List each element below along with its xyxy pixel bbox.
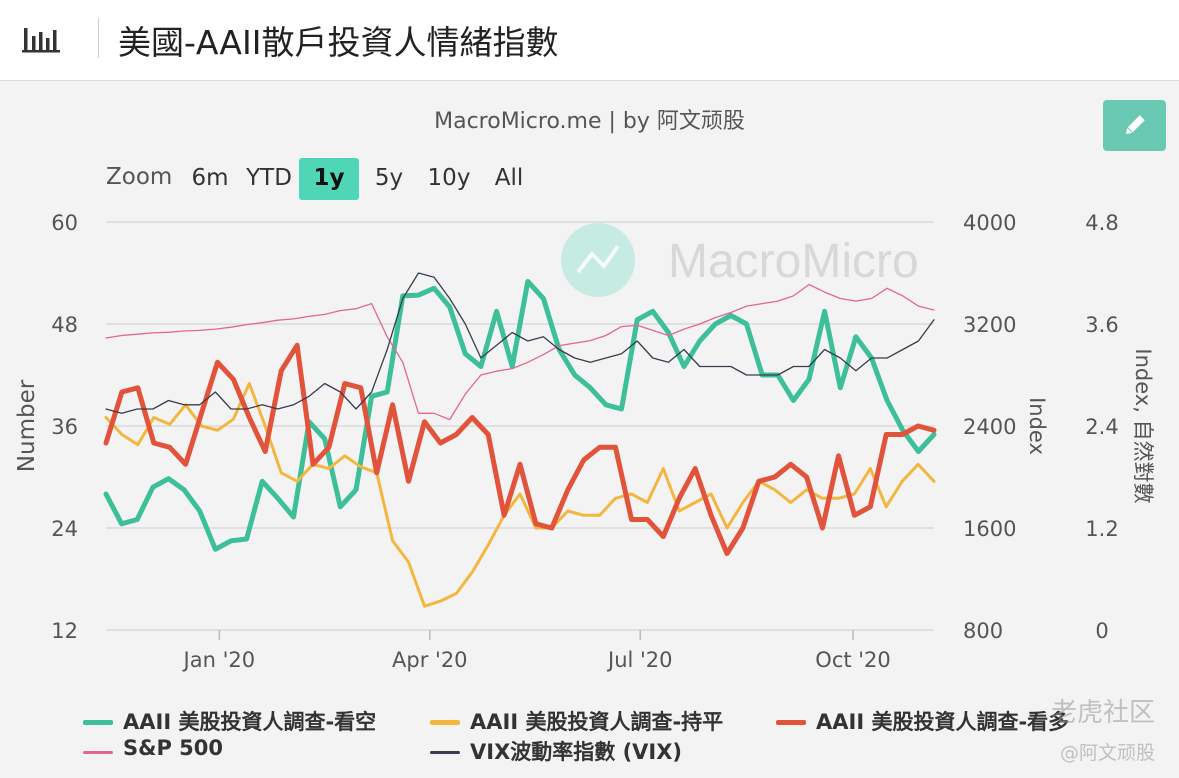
legend-swatch-sp500	[83, 751, 113, 754]
left-tick-label: 24	[51, 517, 78, 541]
page-title: 美國-AAII散戶投資人情緒指數	[118, 23, 559, 62]
x-tick-label: Apr '20	[392, 648, 468, 672]
watermark-text: MacroMicro	[668, 235, 919, 288]
zoom-all-button[interactable]: All	[494, 165, 524, 191]
right-log-tick-label: 3.6	[1085, 313, 1118, 337]
right-log-tick-label: 2.4	[1085, 415, 1118, 439]
right-tick-label: 800	[963, 619, 1003, 643]
series-line-3[interactable]	[105, 283, 935, 421]
watermark: MacroMicro	[561, 223, 919, 297]
legend-label: AAII 美股投資人調查-看多	[816, 710, 1070, 734]
series-lines	[103, 272, 937, 608]
legend-label: VIX波動率指數 (VIX)	[470, 740, 683, 764]
zoom-10y-button[interactable]: 10y	[427, 165, 471, 191]
left-tick-label: 48	[51, 313, 78, 337]
edit-button[interactable]	[1103, 100, 1166, 151]
axis-ticks: 60 4000 4.8 48 3200 3.6 36 2400 2.4 24 1600 1.2 12 80…	[51, 211, 1118, 672]
corner-watermark-handle: @阿文顽股	[1059, 742, 1155, 764]
pencil-icon	[1126, 115, 1145, 134]
legend-label: S&P 500	[123, 736, 223, 760]
right-tick-label: 1600	[963, 517, 1016, 541]
corner-watermark-title: 老虎社区	[1050, 698, 1155, 728]
zoom-1y-button[interactable]: 1y	[299, 158, 359, 200]
legend-swatch-vix	[430, 751, 460, 754]
right-tick-label: 3200	[963, 313, 1016, 337]
legend-swatch-neutral	[430, 720, 460, 725]
left-tick-label: 36	[51, 415, 78, 439]
legend-label: AAII 美股投資人調查-看空	[123, 710, 377, 734]
zoom-6m-button[interactable]: 6m	[191, 165, 229, 191]
left-tick-label: 60	[51, 211, 78, 235]
series-line-4[interactable]	[105, 272, 935, 414]
x-tick-label: Jan '20	[182, 648, 256, 672]
zoom-ytd-button[interactable]: YTD	[246, 165, 292, 191]
right-log-axis-label: Index, 自然對數	[1131, 348, 1155, 503]
chart-source: MacroMicro.me | by 阿文顽股	[434, 109, 745, 134]
x-tick-label: Jul '20	[606, 648, 673, 672]
right-tick-label: 4000	[963, 211, 1016, 235]
legend-swatch-bull	[776, 720, 806, 725]
header-bar: 美國-AAII散戶投資人情緒指數	[0, 0, 1179, 81]
right-axis-label: Index	[1025, 397, 1049, 455]
legend-label: AAII 美股投資人調查-持平	[470, 710, 724, 734]
right-tick-label: 2400	[963, 415, 1016, 439]
grid-lines	[106, 221, 934, 631]
left-tick-label: 12	[51, 619, 78, 643]
zoom-label: Zoom	[106, 164, 173, 190]
zoom-5y-button[interactable]: 5y	[374, 165, 404, 191]
series-line-1[interactable]	[104, 382, 936, 608]
x-tick-label: Oct '20	[815, 648, 890, 672]
series-line-0[interactable]	[103, 279, 937, 552]
chart-legend: AAII 美股投資人調查-看空 AAII 美股投資人調查-持平 AAII 美股投…	[0, 700, 1179, 770]
legend-swatch-bear	[83, 720, 113, 725]
right-log-tick-label: 0	[1095, 619, 1108, 643]
bar-chart-icon[interactable]	[22, 22, 62, 54]
right-log-tick-label: 4.8	[1085, 211, 1118, 235]
header-separator	[98, 18, 99, 58]
left-axis-label: Number	[14, 379, 40, 472]
right-log-tick-label: 1.2	[1085, 517, 1118, 541]
series-line-2[interactable]	[103, 342, 937, 556]
